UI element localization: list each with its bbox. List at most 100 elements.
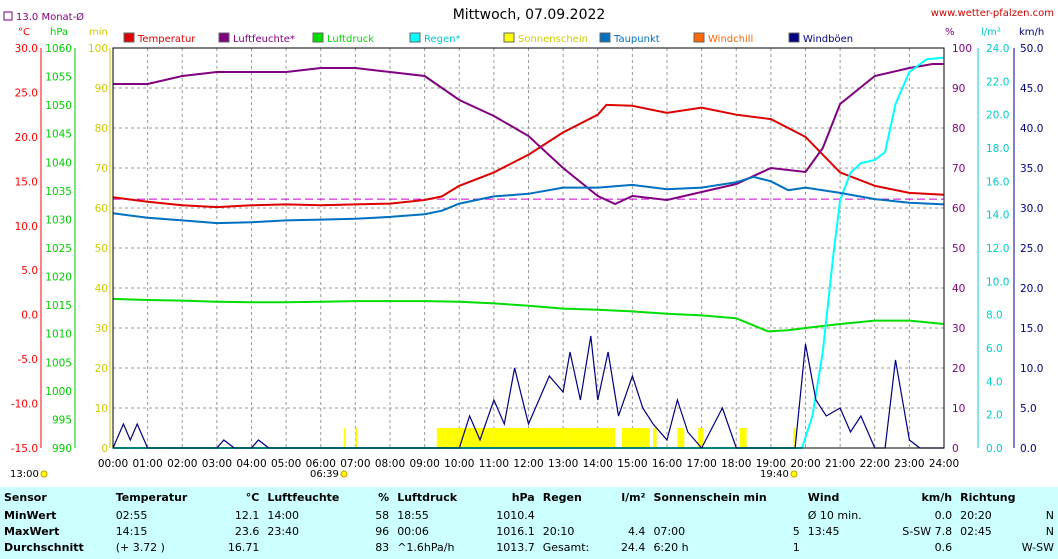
y-tick-label: 12.0 — [986, 243, 1009, 255]
stats-row-avg: Durchschnitt (+ 3.72 ) 16.71 83 ^1.6hPa/… — [0, 539, 1058, 555]
cell: 23:40 — [267, 524, 300, 538]
sunshine-bar — [343, 428, 345, 448]
y-tick-label: 24.0 — [986, 43, 1009, 55]
y-tick-label: 50 — [95, 243, 108, 255]
cell: (+ 3.72 ) — [115, 540, 165, 554]
y-tick-label: 25.0 — [1020, 243, 1043, 255]
cell: 24.4 — [620, 540, 646, 554]
series-line — [112, 103, 945, 209]
sun-unit: min — [89, 27, 108, 38]
y-tick-label: 50 — [952, 243, 965, 255]
row-label: Durchschnitt — [4, 540, 84, 554]
legend-swatch — [693, 32, 705, 43]
plot-frame — [112, 47, 945, 449]
y-tick-label: 14.0 — [986, 210, 1009, 222]
sunshine-bar — [436, 428, 494, 448]
legend-label: Luftdruck — [327, 34, 374, 45]
y-tick-label: 35.0 — [1020, 163, 1043, 175]
y-tick-label: 1040 — [45, 157, 72, 169]
x-tick-label: 04:00 — [236, 458, 266, 470]
cell: 0.6 — [934, 540, 953, 554]
y-tick-label: 60 — [95, 203, 108, 215]
x-tick-label: 15:00 — [617, 458, 647, 470]
y-tick-label: 90 — [952, 83, 965, 95]
y-tick-label: 1010 — [45, 329, 72, 341]
x-axis: 00:00 01:00 02:00 03:00 04:00 05:00 06:00 07:00… — [98, 458, 959, 470]
x-tick-label: 09:00 — [409, 458, 439, 470]
stats-row-max: MaxWert 14:15 23.6 23:40 96 00:06 1016.1… — [0, 523, 1058, 539]
sunshine-bar — [566, 428, 616, 448]
y-tick-label: 5.0 — [1020, 403, 1037, 415]
x-tick-label: 21:00 — [825, 458, 855, 470]
cell: 1 — [792, 540, 800, 554]
y-tick-label: 2.0 — [986, 410, 1003, 422]
cell: S-SW 7.8 — [902, 524, 953, 538]
cell: 02:55 — [115, 508, 148, 522]
legend-swatch — [312, 32, 324, 43]
cell: 58 — [375, 508, 390, 522]
y-tick-label: 1055 — [45, 72, 72, 84]
y-tick-label: 40.0 — [1020, 123, 1043, 135]
y-tick-label: 20 — [95, 363, 108, 375]
series-line — [113, 56, 945, 449]
y-tick-label: 20 — [952, 363, 965, 375]
y-axes: 30.0 25.0 20.0 15.0 10.0 5.0 0.0 -5.0 -10.0 -15.0… — [11, 43, 1044, 455]
y-tick-label: 10.0 — [986, 276, 1009, 288]
y-tick-label: 0 — [952, 443, 959, 455]
x-tick-label: 20:00 — [790, 458, 820, 470]
header-sunshine: Sonnenschein min — [653, 490, 767, 504]
y-tick-label: 6.0 — [986, 343, 1003, 355]
sun-icon — [40, 470, 48, 478]
grid — [113, 48, 944, 448]
y-tick-label: 990 — [52, 443, 72, 455]
cell: 4.4 — [627, 524, 646, 538]
x-tick-label: 08:00 — [375, 458, 405, 470]
temp-unit: °C — [18, 27, 30, 38]
y-tick-label: 0.0 — [1020, 443, 1037, 455]
statistics-table: Sensor Temperatur °C Luftfeuchte % Luftd… — [0, 487, 1058, 555]
x-tick-label: 03:00 — [202, 458, 232, 470]
cell: 6:20 h — [653, 540, 689, 554]
start-label: 13:00 — [10, 469, 39, 480]
legend-swatch — [788, 32, 800, 43]
stats-header-row: Sensor Temperatur °C Luftfeuchte % Luftd… — [0, 487, 1058, 507]
y-tick-label: 15.0 — [15, 176, 38, 188]
y-tick-label: 40 — [952, 283, 965, 295]
legend-label: Regen* — [424, 34, 461, 45]
legend-swatch — [503, 32, 515, 43]
y-tick-label: 0.0 — [986, 443, 1003, 455]
y-tick-label: 20.0 — [986, 110, 1009, 122]
y-tick-label: 60 — [952, 203, 965, 215]
y-tick-label: 70 — [952, 163, 965, 175]
cell: 16.71 — [227, 540, 260, 554]
rain-unit: l/m² — [981, 27, 1001, 38]
cell — [539, 507, 608, 523]
cell — [649, 507, 803, 523]
y-tick-label: 22.0 — [986, 76, 1009, 88]
sunshine-bar — [698, 428, 704, 448]
source-link[interactable]: www.wetter-pfalzen.com — [931, 8, 1054, 19]
x-tick-label: 02:00 — [167, 458, 197, 470]
x-tick-label: 10:00 — [444, 458, 474, 470]
legend-label: Windchill — [708, 34, 753, 45]
y-tick-label: 15.0 — [1020, 323, 1043, 335]
header-humidity: Luftfeuchte — [267, 490, 340, 504]
x-tick-label: 00:00 — [98, 458, 128, 470]
y-tick-label: 0.0 — [21, 310, 38, 322]
legend: Temperatur Luftfeuchte* Luftdruck Regen* Son… — [123, 32, 853, 45]
x-tick-label: 14:00 — [583, 458, 613, 470]
header-pressure-unit: hPa — [511, 490, 535, 504]
cell: 00:06 — [397, 524, 429, 538]
x-tick-label: 12:00 — [513, 458, 543, 470]
y-tick-label: 20.0 — [15, 132, 38, 144]
y-tick-label: 100 — [88, 43, 108, 55]
cell: 5 — [792, 524, 800, 538]
y-tick-label: 8.0 — [986, 310, 1003, 322]
y-tick-label: 25.0 — [15, 87, 38, 99]
y-tick-label: 16.0 — [986, 176, 1009, 188]
y-tick-label: 30 — [952, 323, 965, 335]
cell: 13:45 — [807, 524, 840, 538]
row-label: MaxWert — [4, 524, 60, 538]
cell: N — [1045, 508, 1054, 522]
y-tick-label: 1060 — [45, 43, 72, 55]
